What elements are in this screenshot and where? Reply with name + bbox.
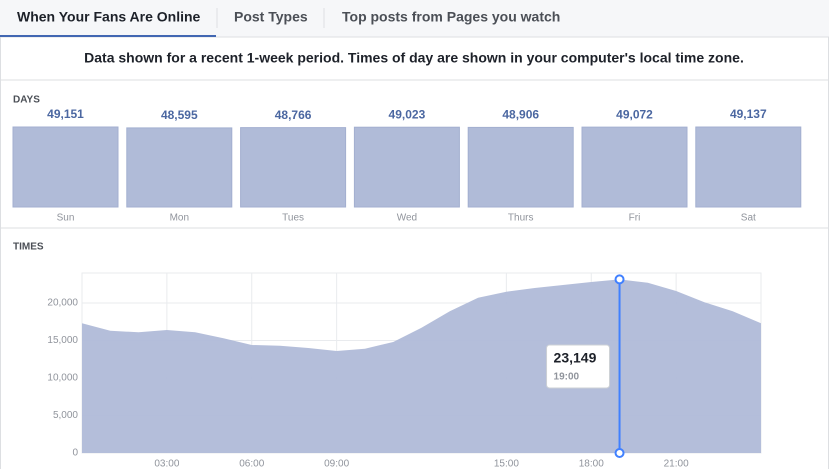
bar — [353, 126, 460, 208]
x-tick-label: 21:00 — [664, 459, 689, 469]
bar — [126, 127, 233, 208]
x-tick-label: Tues — [282, 213, 304, 224]
tooltip-box — [546, 344, 611, 389]
x-tick-label: Wed — [397, 213, 417, 224]
bar — [467, 126, 574, 208]
x-tick-label: Sun — [57, 213, 75, 224]
tooltip-time: 19:00 — [554, 372, 580, 383]
y-tick-label: 20,000 — [47, 298, 78, 309]
x-tick-label: 15:00 — [494, 459, 519, 469]
value-label: 49,151 — [47, 107, 84, 121]
x-tick-label: Mon — [170, 213, 189, 224]
tooltip-value: 23,149 — [554, 350, 597, 366]
bar — [695, 126, 802, 208]
x-tick-label: Thurs — [508, 213, 534, 224]
chart-title: DAYS — [13, 95, 40, 106]
value-label: 49,072 — [616, 107, 653, 121]
bar — [12, 126, 119, 208]
x-tick-label: Fri — [629, 213, 641, 224]
tab[interactable]: Top posts from Pages you watch — [342, 9, 560, 25]
x-tick-label: Sat — [741, 213, 756, 224]
value-label: 49,023 — [389, 107, 426, 121]
x-tick-label: 03:00 — [154, 459, 179, 469]
x-tick-label: 06:00 — [239, 459, 264, 469]
y-tick-label: 0 — [72, 448, 78, 459]
hover-point — [614, 448, 625, 458]
y-tick-label: 5,000 — [53, 410, 78, 421]
area — [82, 279, 761, 453]
y-tick-label: 10,000 — [47, 373, 78, 384]
x-tick-label: 18:00 — [579, 459, 604, 469]
tab[interactable]: When Your Fans Are Online — [17, 9, 201, 25]
value-label: 48,595 — [161, 108, 198, 122]
value-label: 49,137 — [730, 107, 767, 121]
hover-point — [614, 274, 625, 285]
value-label: 48,906 — [502, 108, 539, 122]
bar — [581, 126, 688, 208]
tab-underline — [0, 35, 216, 37]
notice: Data shown for a recent 1-week period. T… — [84, 50, 744, 66]
y-tick-label: 15,000 — [47, 335, 78, 346]
chart-title: TIMES — [13, 242, 44, 253]
value-label: 48,766 — [275, 108, 312, 122]
x-tick-label: 09:00 — [324, 459, 349, 469]
bar — [240, 127, 347, 208]
tab[interactable]: Post Types — [234, 9, 308, 25]
tab-bar — [0, 0, 829, 37]
